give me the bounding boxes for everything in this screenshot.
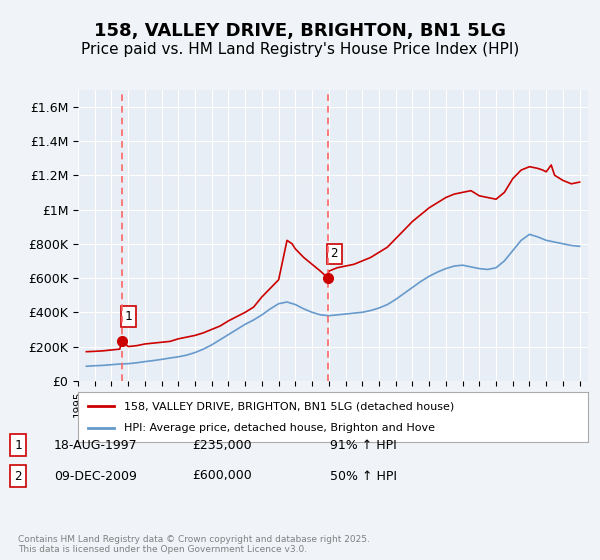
Text: 09-DEC-2009: 09-DEC-2009 bbox=[54, 469, 137, 483]
Text: Contains HM Land Registry data © Crown copyright and database right 2025.
This d: Contains HM Land Registry data © Crown c… bbox=[18, 535, 370, 554]
Text: 1: 1 bbox=[124, 310, 132, 323]
Text: 158, VALLEY DRIVE, BRIGHTON, BN1 5LG: 158, VALLEY DRIVE, BRIGHTON, BN1 5LG bbox=[94, 22, 506, 40]
Text: £235,000: £235,000 bbox=[192, 438, 251, 452]
Text: 1: 1 bbox=[14, 438, 22, 452]
Text: 18-AUG-1997: 18-AUG-1997 bbox=[54, 438, 137, 452]
Text: Price paid vs. HM Land Registry's House Price Index (HPI): Price paid vs. HM Land Registry's House … bbox=[81, 42, 519, 57]
Text: 91% ↑ HPI: 91% ↑ HPI bbox=[330, 438, 397, 452]
Text: HPI: Average price, detached house, Brighton and Hove: HPI: Average price, detached house, Brig… bbox=[124, 423, 435, 433]
Text: 50% ↑ HPI: 50% ↑ HPI bbox=[330, 469, 397, 483]
Text: 2: 2 bbox=[14, 469, 22, 483]
Text: £600,000: £600,000 bbox=[192, 469, 252, 483]
Text: 158, VALLEY DRIVE, BRIGHTON, BN1 5LG (detached house): 158, VALLEY DRIVE, BRIGHTON, BN1 5LG (de… bbox=[124, 401, 454, 411]
Text: 2: 2 bbox=[331, 248, 338, 260]
